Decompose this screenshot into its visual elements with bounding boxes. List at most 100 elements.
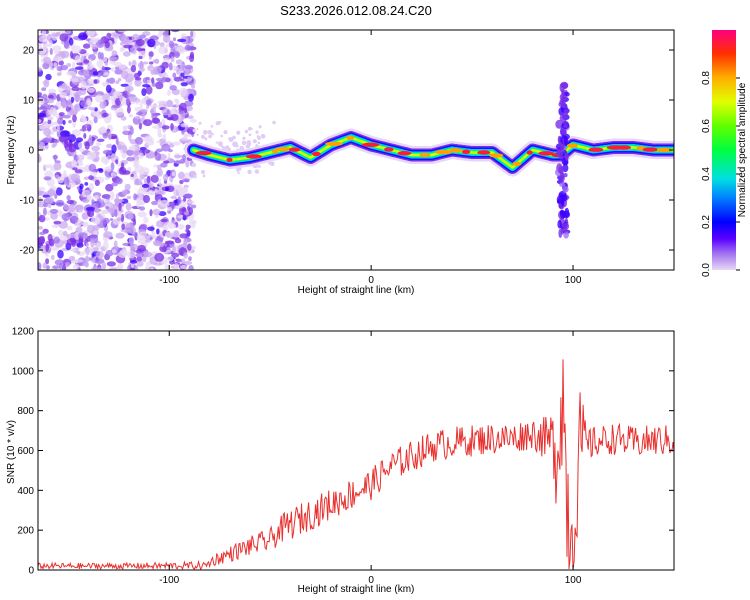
noise-blob [87,156,93,160]
noise-blob [139,67,145,72]
noise-blob [46,33,52,42]
noise-blob [173,230,179,238]
noise-blob [161,143,171,152]
noise-blob [98,111,103,115]
noise-blob [179,63,187,72]
ridge-hotspot [346,135,355,140]
noise-blob [147,38,156,48]
noise-blob [128,61,132,66]
noise-blob [76,62,84,66]
noise-blob [232,141,237,147]
noise-blob [74,169,83,174]
y-tick-label: 400 [17,486,34,497]
noise-blob [47,188,56,197]
noise-blob [52,45,62,52]
noise-blob [75,66,84,70]
noise-blob [92,51,98,55]
noise-blob [79,116,88,123]
noise-blob [183,240,188,249]
y-tick-label: 1000 [12,366,35,377]
noise-blob [191,162,196,168]
noise-blob [60,65,68,71]
noise-blob [81,212,89,220]
noise-blob [122,189,128,196]
noise-blob [193,175,197,179]
noise-blob [53,56,64,62]
noise-blob [133,193,137,201]
burst-blob [558,101,566,108]
noise-blob [103,231,113,239]
noise-blob [115,193,119,203]
noise-blob [105,166,112,172]
burst-blob [556,149,564,157]
noise-blob [117,77,122,82]
y-tick-label: 1200 [12,327,35,338]
noise-blob [41,87,47,91]
noise-blob [129,260,138,264]
noise-blob [45,73,52,81]
noise-blob [107,131,112,141]
noise-blob [158,178,162,186]
noise-blob [64,262,71,267]
burst-blob [562,164,569,173]
noise-blob [47,178,55,187]
noise-blob [142,84,151,88]
noise-blob [111,144,117,154]
noise-blob [108,96,114,101]
noise-blob [111,182,118,187]
noise-blob [146,175,151,184]
noise-blob [66,204,76,213]
noise-blob [38,186,46,191]
noise-blob [92,71,99,76]
noise-blob [123,51,131,57]
noise-blob [143,194,150,204]
noise-blob [184,64,193,70]
noise-blob [130,267,135,270]
colorbar-tick-label: 0.2 [701,215,712,229]
noise-blob [128,236,135,246]
ridge-hotspot [489,153,504,158]
noise-blob [170,114,179,121]
noise-blob [110,171,117,177]
noise-blob [187,243,192,251]
noise-blob [171,171,176,177]
snr-xlabel: Height of straight line (km) [298,584,415,595]
noise-blob [56,176,65,184]
noise-blob [136,261,144,267]
noise-blob [168,62,173,71]
noise-blob [178,259,182,263]
noise-blob [115,159,119,165]
colorbar-tick-label: 0.4 [701,167,712,181]
x-tick-label: 0 [368,275,374,286]
noise-blob [88,58,93,67]
noise-blob [102,241,109,250]
burst-blob [563,124,568,128]
noise-blob [85,206,96,212]
noise-blob [236,168,240,172]
noise-blob [53,236,60,244]
noise-blob [53,154,57,162]
noise-blob [74,204,84,211]
noise-blob [257,136,261,140]
noise-blob [110,67,115,72]
noise-blob [38,92,42,97]
noise-blob [157,164,162,170]
noise-blob [181,207,187,213]
noise-blob [126,105,131,114]
noise-blob [66,195,71,201]
noise-blob [125,202,132,211]
noise-blob [258,165,261,168]
noise-blob [97,127,107,134]
noise-blob [173,76,182,82]
noise-blob [223,130,228,135]
noise-blob [85,38,91,42]
y-tick-label: 10 [23,96,35,107]
noise-blob [189,54,195,63]
noise-blob [55,31,61,36]
noise-blob [110,162,115,171]
x-tick-label: 100 [565,275,582,286]
noise-blob [43,123,53,127]
colorbar-label: Normalized spectral amplitude [737,82,748,217]
noise-blob [128,145,138,151]
